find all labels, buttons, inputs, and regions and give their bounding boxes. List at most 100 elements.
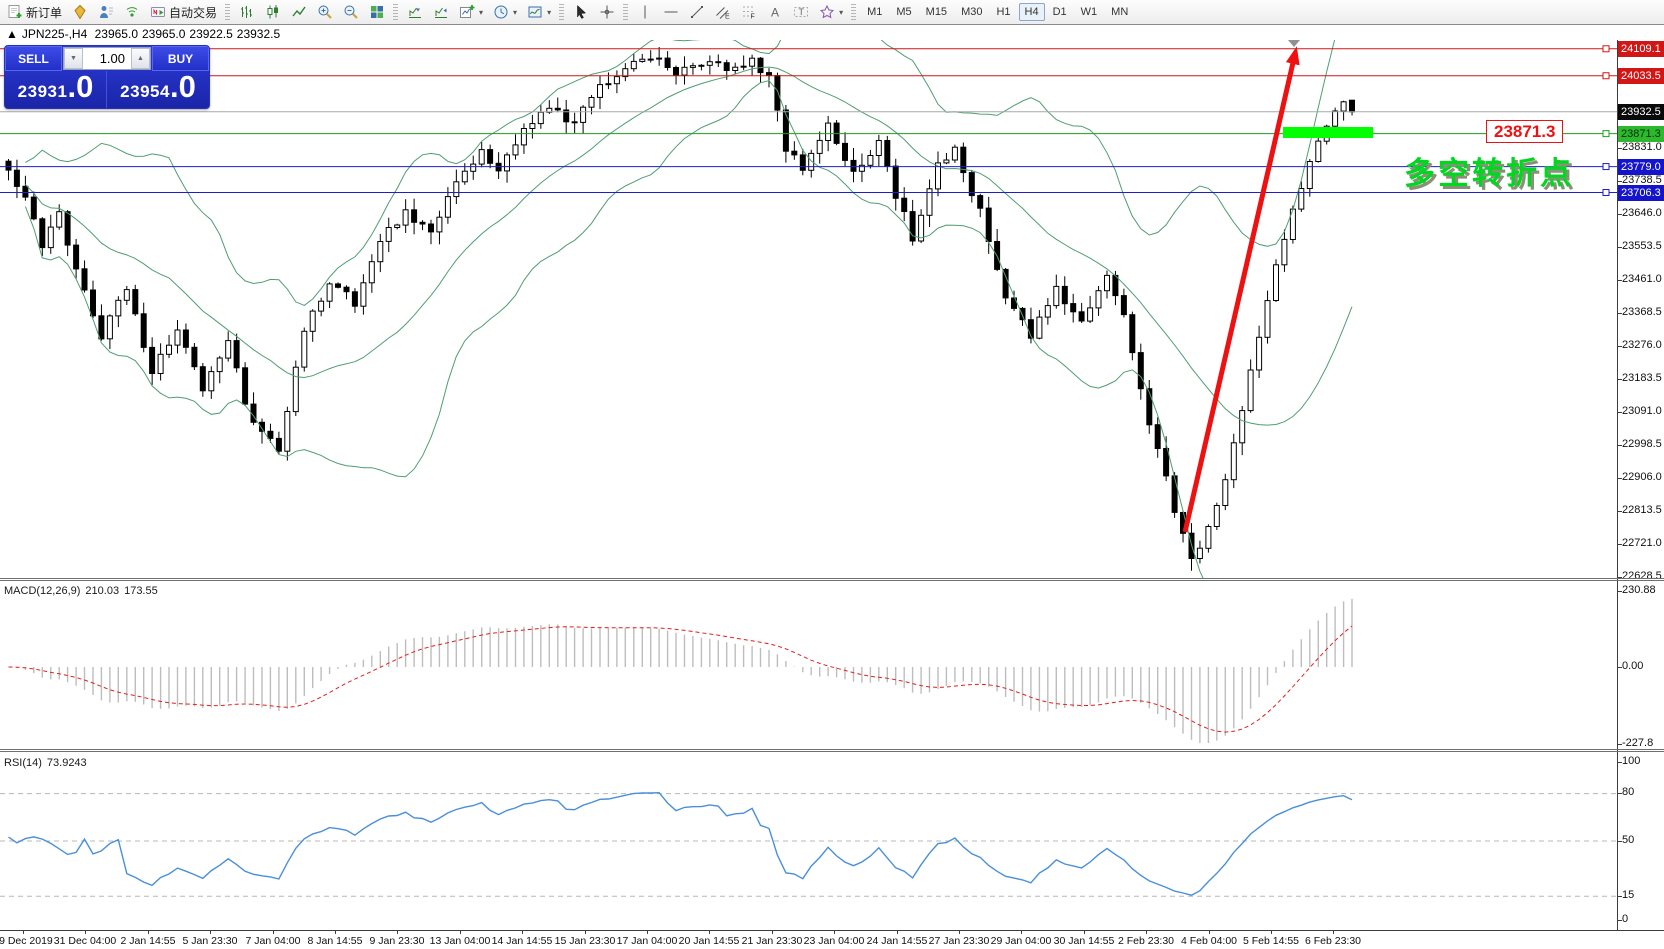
level-line-handle[interactable] [1602, 130, 1610, 138]
trend-arrow[interactable] [1182, 53, 1298, 533]
sell-price[interactable]: 23931 .0 [5, 71, 107, 108]
sell-button[interactable]: SELL [5, 46, 62, 71]
autotrading-button[interactable]: 自动交易 [146, 2, 221, 23]
periods-button[interactable]: ▾ [489, 2, 521, 22]
turning-point-annotation[interactable]: 多空转折点 [1404, 156, 1574, 191]
timeframe-m5-button[interactable]: M5 [896, 6, 912, 18]
candlestick-chart-button[interactable] [261, 2, 285, 22]
volume-increase-button[interactable]: ▲ [131, 48, 150, 69]
time-tick-mark [335, 931, 336, 934]
price-tick-label: 23738.5 [1622, 174, 1662, 186]
rsi-value: 73.9243 [46, 757, 87, 769]
tile-windows-button[interactable] [365, 2, 389, 22]
toolbar-grip [559, 4, 565, 20]
signals-button[interactable] [120, 2, 144, 22]
toolbar-grip [623, 4, 629, 20]
rsi-panel[interactable] [0, 753, 1617, 930]
rsi-indicator-label: RSI(14) 73.9243 [4, 757, 92, 769]
timeframe-w1-button[interactable]: W1 [1080, 6, 1098, 18]
template-icon [527, 4, 543, 20]
price-tick-label: 23461.0 [1622, 273, 1662, 285]
panel-divider[interactable] [0, 749, 1664, 752]
rsi-tick-mark [1618, 920, 1622, 921]
buy-button[interactable]: BUY [152, 46, 209, 71]
price-level-label: 23779.0 [1618, 159, 1664, 175]
ohlc-high: 23965.0 [142, 27, 186, 41]
rsi-axis-label: 15 [1622, 889, 1635, 901]
price-tick-label: 22906.0 [1622, 471, 1662, 483]
rsi-tick-mark [1618, 896, 1622, 897]
level-line-handle[interactable] [1602, 72, 1610, 80]
new-order-button[interactable]: 新订单 [3, 2, 66, 23]
volume-decrease-button[interactable]: ▼ [64, 48, 83, 69]
fibonacci-button[interactable]: F [737, 2, 761, 22]
depth-of-market-button[interactable] [94, 2, 118, 22]
cursor-button[interactable] [569, 2, 593, 22]
horizontal-line-icon [663, 4, 679, 20]
new-order-button-label: 新订单 [26, 5, 63, 20]
level-line-handle[interactable] [1602, 45, 1610, 53]
timeframe-m1-button[interactable]: M1 [867, 6, 883, 18]
new-chart-button[interactable]: ▾ [455, 2, 487, 22]
trendline-button[interactable] [685, 2, 709, 22]
gold-badge-icon [72, 4, 88, 20]
timeframe-m30-button[interactable]: M30 [961, 6, 983, 18]
panel-divider[interactable] [0, 578, 1664, 581]
buy-price[interactable]: 23954 .0 [107, 71, 209, 108]
level-line-handle[interactable] [1602, 189, 1610, 197]
new-chart-icon [459, 4, 475, 20]
horizontal-line-button[interactable] [659, 2, 683, 22]
time-tick-label: 13 Jan 04:00 [429, 935, 491, 947]
timeframe-mn-button[interactable]: MN [1111, 6, 1129, 18]
rsi-line [8, 791, 1353, 896]
price-tick-label: 23646.0 [1622, 207, 1662, 219]
shapes-icon [819, 4, 835, 20]
price-axis[interactable]: 24016.023923.523831.023738.523646.023553… [1617, 40, 1664, 930]
price-tick-mark [1618, 511, 1622, 512]
volume-stepper: ▼ 1.00 ▲ [63, 47, 151, 70]
line-chart-button[interactable] [287, 2, 311, 22]
timeframe-m15-button[interactable]: M15 [925, 6, 948, 18]
market-button[interactable] [68, 2, 92, 22]
ohlc-open: 23965.0 [94, 27, 138, 41]
templates-button[interactable]: ▾ [523, 2, 555, 22]
timeframe-d1-button[interactable]: D1 [1052, 6, 1067, 18]
equidistant-channel-button[interactable]: E [711, 2, 735, 22]
zoom-out-icon [343, 4, 359, 20]
zoom-out-button[interactable] [339, 2, 363, 22]
green-highlight-bar[interactable] [1283, 127, 1373, 138]
chart-shift-button[interactable] [429, 2, 453, 22]
crosshair-button[interactable] [595, 2, 619, 22]
time-tick-mark [1146, 931, 1147, 934]
text-button[interactable]: A [763, 2, 787, 22]
macd-panel[interactable] [0, 583, 1617, 747]
price-level-label: 23871.3 [1618, 126, 1664, 142]
auto-scroll-button[interactable] [403, 2, 427, 22]
highlighted-price-label[interactable]: 23871.3 [1486, 120, 1564, 143]
macd-indicator-label: MACD(12,26,9) 210.03 173.55 [4, 585, 163, 597]
time-tick-label: 9 Jan 23:30 [369, 935, 425, 947]
time-tick-label: 15 Jan 23:30 [554, 935, 616, 947]
macd-title: MACD(12,26,9) [4, 585, 81, 597]
volume-value[interactable]: 1.00 [99, 51, 125, 66]
macd-axis-label: -227.8 [1622, 737, 1654, 749]
rsi-axis-label: 100 [1622, 755, 1641, 767]
timeframe-h1-button[interactable]: H1 [996, 6, 1011, 18]
time-tick-mark [460, 931, 461, 934]
macd-histogram [16, 598, 1353, 743]
zoom-in-button[interactable] [313, 2, 337, 22]
price-tick-label: 23091.0 [1622, 405, 1662, 417]
text-label-button[interactable]: T [789, 2, 813, 22]
candlestick-chart[interactable] [0, 40, 1617, 578]
chart-shift-marker-icon[interactable] [1288, 40, 1300, 47]
vertical-line-button[interactable] [633, 2, 657, 22]
price-tick-mark [1618, 379, 1622, 380]
bar-chart-button[interactable] [235, 2, 259, 22]
arrows-button[interactable]: ▾ [815, 2, 847, 22]
level-line-handle[interactable] [1602, 163, 1610, 171]
time-tick-label: 4 Feb 04:00 [1180, 935, 1238, 947]
timeframe-h4-button[interactable]: H4 [1018, 3, 1045, 21]
price-tick-label: 22998.5 [1622, 438, 1662, 450]
time-tick-label: 8 Jan 14:55 [307, 935, 363, 947]
